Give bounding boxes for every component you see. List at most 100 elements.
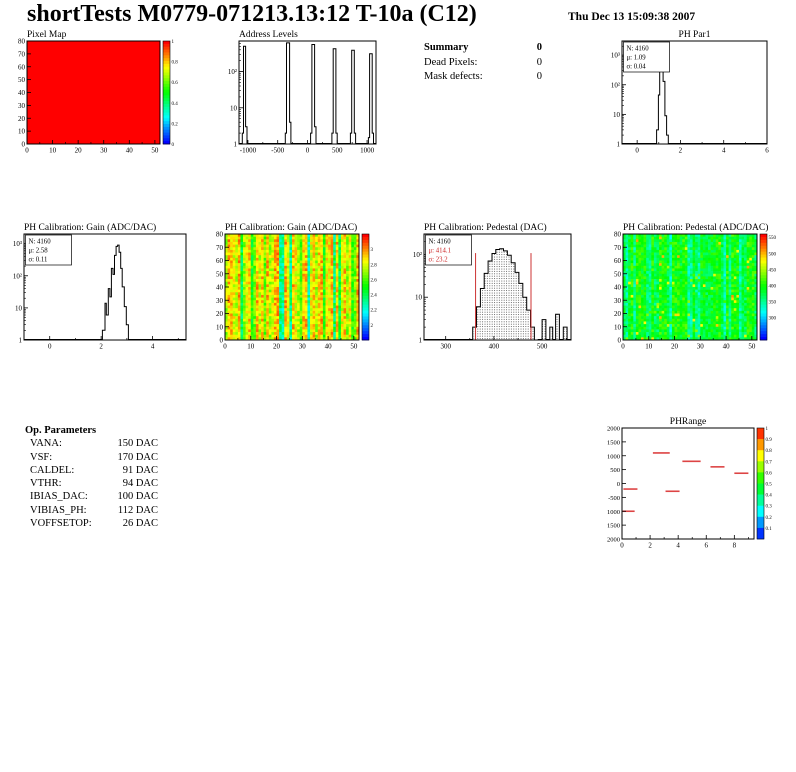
svg-text:30: 30 (18, 102, 26, 110)
svg-text:10: 10 (18, 128, 26, 136)
op-parameters-panel: Op. Parameters VANA: 150 DAC VSF: 170 DA… (25, 424, 158, 530)
svg-text:10: 10 (15, 304, 23, 312)
svg-text:1000: 1000 (607, 453, 620, 460)
svg-text:PH Calibration: Gain (ADC/DAC): PH Calibration: Gain (ADC/DAC) (225, 222, 357, 233)
summary-row-value: 0 (536, 71, 542, 82)
svg-text:0.6: 0.6 (172, 81, 179, 86)
svg-text:40: 40 (614, 284, 622, 292)
chart-ph-calibration-gain-map: PH Calibration: Gain (ADC/DAC) 0 10 20 30 40 5… (205, 220, 387, 356)
svg-text:60: 60 (216, 257, 224, 265)
chart-ph-calibration-pedestal-map: PH Calibration: Pedestal (ADC/DAC) 0 10 20 3… (603, 220, 785, 356)
svg-text:40: 40 (325, 343, 333, 351)
svg-text:4: 4 (676, 542, 680, 550)
svg-text:-500: -500 (608, 495, 620, 502)
svg-text:0: 0 (306, 147, 310, 155)
svg-text:N: 4160: N: 4160 (29, 239, 52, 246)
svg-text:60: 60 (614, 257, 622, 265)
svg-text:-500: -500 (271, 147, 284, 155)
svg-text:6: 6 (705, 542, 709, 550)
svg-text:2.2: 2.2 (371, 309, 378, 314)
svg-text:0.8: 0.8 (172, 61, 179, 66)
summary-row-label: Dead Pixels: (424, 56, 478, 68)
pixel_map-plot: Pixel Map 0 10 20 30 40 50 0 10 20 30 40 50 60 70 80 1 0.… (18, 30, 179, 155)
svg-text:10²: 10² (611, 81, 620, 89)
summary-title: Summary (424, 42, 469, 53)
svg-text:30: 30 (216, 297, 224, 305)
svg-text:2: 2 (371, 324, 374, 329)
svg-text:80: 80 (18, 38, 26, 46)
svg-text:PH Calibration: Gain (ADC/DAC): PH Calibration: Gain (ADC/DAC) (24, 222, 156, 233)
svg-text:0.4: 0.4 (766, 494, 773, 499)
svg-text:6: 6 (765, 147, 769, 155)
timestamp: Thu Dec 13 15:09:38 2007 (568, 11, 696, 23)
chart-pixel-map: Pixel Map 0 10 20 30 40 50 0 10 20 30 40 50 60 70 80 1 0.… (10, 28, 196, 158)
param-label: VIBIAS_PH: (30, 504, 87, 516)
ph_range-plot: PHRange 0 2 4 6 8 2000 1500 1000 500 0 -500 1000 1500… (607, 417, 773, 550)
chart-ph-par1: PH Par1 0 2 4 6 1 10 10² 10³ N: 4160 μ: 1.09 σ: 0.0… (598, 28, 776, 158)
svg-text:20: 20 (273, 343, 281, 351)
svg-text:10: 10 (216, 323, 224, 331)
svg-text:30: 30 (299, 343, 307, 351)
svg-text:0: 0 (220, 337, 224, 345)
param-value: 150 DAC (117, 438, 158, 450)
summary-row-mask-defects: Mask defects: 0 (424, 70, 542, 85)
svg-text:10²: 10² (13, 272, 22, 280)
svg-text:N: 4160: N: 4160 (627, 46, 650, 53)
svg-text:1: 1 (19, 337, 23, 345)
param-value: 100 DAC (117, 491, 158, 503)
svg-text:30: 30 (100, 147, 108, 155)
svg-text:1: 1 (234, 141, 238, 149)
summary-row-dead-pixels: Dead Pixels: 0 (424, 56, 542, 71)
svg-text:0.3: 0.3 (766, 505, 773, 510)
param-row-ibias-dac: IBIAS_DAC: 100 DAC (25, 490, 158, 503)
svg-text:4: 4 (151, 343, 155, 351)
summary-panel: Summary 0 Dead Pixels: 0 Mask defects: 0 (424, 41, 542, 85)
ph_par1-plot: PH Par1 0 2 4 6 1 10 10² 10³ N: 4160 μ: 1.09 σ: 0.0… (611, 30, 769, 155)
svg-text:1: 1 (419, 337, 423, 345)
gain_1d-plot: PH Calibration: Gain (ADC/DAC) 0 2 4 1 10 10² 1… (13, 222, 187, 351)
op-parameters-header: Op. Parameters (25, 424, 158, 437)
param-label: CALDEL: (30, 464, 75, 476)
svg-text:1500: 1500 (607, 439, 620, 446)
svg-text:N: 4160: N: 4160 (429, 239, 452, 246)
svg-text:80: 80 (614, 231, 622, 239)
svg-text:30: 30 (697, 343, 705, 351)
summary-header: Summary 0 (424, 41, 542, 56)
param-label: VANA: (30, 438, 62, 450)
svg-text:50: 50 (151, 147, 159, 155)
svg-text:σ: 0.11: σ: 0.11 (29, 257, 48, 264)
svg-text:500: 500 (769, 252, 777, 257)
svg-text:60: 60 (18, 63, 26, 71)
svg-text:2.6: 2.6 (371, 278, 378, 283)
svg-text:20: 20 (671, 343, 679, 351)
svg-text:2000: 2000 (607, 426, 620, 433)
svg-text:400: 400 (769, 284, 777, 289)
param-label: VSF: (30, 451, 53, 463)
svg-text:40: 40 (723, 343, 731, 351)
svg-text:20: 20 (614, 310, 622, 318)
svg-text:2.4: 2.4 (371, 294, 378, 299)
address_levels-plot: Address Levels -1000 -500 0 500 1000 1 10 10² (228, 30, 377, 155)
chart-ph-range: PHRange 0 2 4 6 8 2000 1500 1000 500 0 -500 1000 1500… (596, 414, 784, 556)
svg-text:0.5: 0.5 (766, 483, 773, 488)
svg-text:50: 50 (216, 270, 224, 278)
svg-text:0: 0 (635, 147, 639, 155)
svg-text:0.7: 0.7 (766, 460, 773, 465)
svg-text:0: 0 (621, 343, 625, 351)
chart-ph-calibration-pedestal-hist: PH Calibration: Pedestal (DAC) 300 400 500 1… (400, 220, 580, 356)
svg-text:10²: 10² (413, 251, 422, 259)
svg-text:70: 70 (18, 50, 26, 58)
summary-row-label: Mask defects: (424, 71, 483, 82)
svg-text:μ: 2.58: μ: 2.58 (29, 248, 49, 255)
param-row-vsf: VSF: 170 DAC (25, 451, 158, 464)
param-value: 26 DAC (122, 518, 158, 530)
svg-text:10: 10 (49, 147, 57, 155)
summary-total-value: 0 (536, 42, 542, 53)
svg-text:0.2: 0.2 (766, 516, 773, 521)
svg-text:2: 2 (99, 343, 103, 351)
page-title: shortTests M0779-071213.13:12 T-10a (C12… (27, 1, 477, 27)
svg-text:0: 0 (25, 147, 29, 155)
svg-text:50: 50 (614, 270, 622, 278)
svg-text:Address Levels: Address Levels (239, 30, 298, 40)
chart-address-levels: Address Levels -1000 -500 0 500 1000 1 10 10² (222, 28, 384, 158)
